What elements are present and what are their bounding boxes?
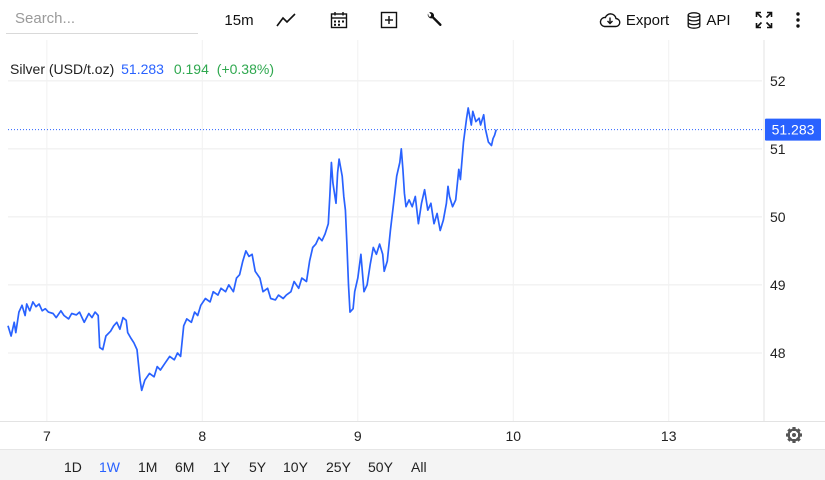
range-all[interactable]: All — [411, 459, 427, 475]
plus-square-icon — [380, 11, 398, 29]
legend-price: 51.283 — [121, 61, 164, 77]
range-25y[interactable]: 25Y — [326, 459, 351, 475]
settings-tool-button[interactable] — [422, 8, 446, 32]
y-tick-label: 48 — [770, 345, 786, 361]
range-1m[interactable]: 1M — [138, 459, 158, 475]
api-button[interactable]: API — [686, 8, 732, 32]
y-tick-label: 50 — [770, 209, 786, 225]
toolbar: 15m — [0, 0, 825, 40]
interval-label: 15m — [224, 11, 254, 29]
x-tick-label: 13 — [661, 428, 677, 444]
price-series-line — [7, 107, 498, 392]
legend-change-pct: (+0.38%) — [216, 61, 274, 77]
y-tick-label: 49 — [770, 277, 786, 293]
x-tick-label: 9 — [354, 428, 362, 444]
interval-button[interactable]: 15m — [221, 8, 257, 32]
legend-change: 0.194 — [173, 61, 209, 77]
x-tick-label: 8 — [198, 428, 206, 444]
calendar-icon — [330, 12, 348, 29]
export-button[interactable]: Export — [598, 8, 670, 32]
wrench-icon — [427, 12, 442, 26]
more-options-button[interactable] — [790, 8, 806, 32]
more-vertical-icon — [796, 12, 800, 28]
cloud-download-icon — [599, 13, 621, 28]
range-1w[interactable]: 1W — [99, 459, 120, 475]
api-label: API — [706, 11, 731, 29]
range-50y[interactable]: 50Y — [368, 459, 393, 475]
chart-legend: Silver (USD/t.oz) 51.283 0.194 (+0.38%) — [10, 61, 274, 77]
instrument-name: Silver (USD/t.oz) — [10, 61, 115, 77]
x-tick-label: 10 — [505, 428, 521, 444]
range-1d[interactable]: 1D — [64, 459, 82, 475]
database-icon — [687, 11, 701, 29]
range-5y[interactable]: 5Y — [249, 459, 267, 475]
calendar-button[interactable] — [327, 8, 351, 32]
last-price-label: 51.283 — [772, 122, 815, 138]
chart-type-button[interactable] — [273, 8, 299, 32]
price-chart[interactable]: 48 49 50 51 52 7 8 9 10 13 51.283 — [0, 0, 825, 449]
export-label: Export — [625, 11, 670, 29]
range-6m[interactable]: 6M — [175, 459, 195, 475]
range-1y[interactable]: 1Y — [213, 459, 231, 475]
fullscreen-icon — [755, 11, 773, 29]
chart-settings-gear-icon[interactable] — [786, 427, 802, 443]
x-tick-label: 7 — [43, 428, 51, 444]
line-chart-icon — [276, 13, 296, 27]
last-price-badge — [765, 118, 821, 141]
search-input[interactable] — [6, 4, 198, 34]
y-tick-label: 52 — [770, 73, 786, 89]
fullscreen-button[interactable] — [752, 8, 776, 32]
range-bar: 1D 1W 1M 6M 1Y 5Y 10Y 25Y 50Y All — [0, 449, 825, 480]
add-indicator-button[interactable] — [377, 8, 401, 32]
y-tick-label: 51 — [770, 141, 786, 157]
range-10y[interactable]: 10Y — [283, 459, 308, 475]
